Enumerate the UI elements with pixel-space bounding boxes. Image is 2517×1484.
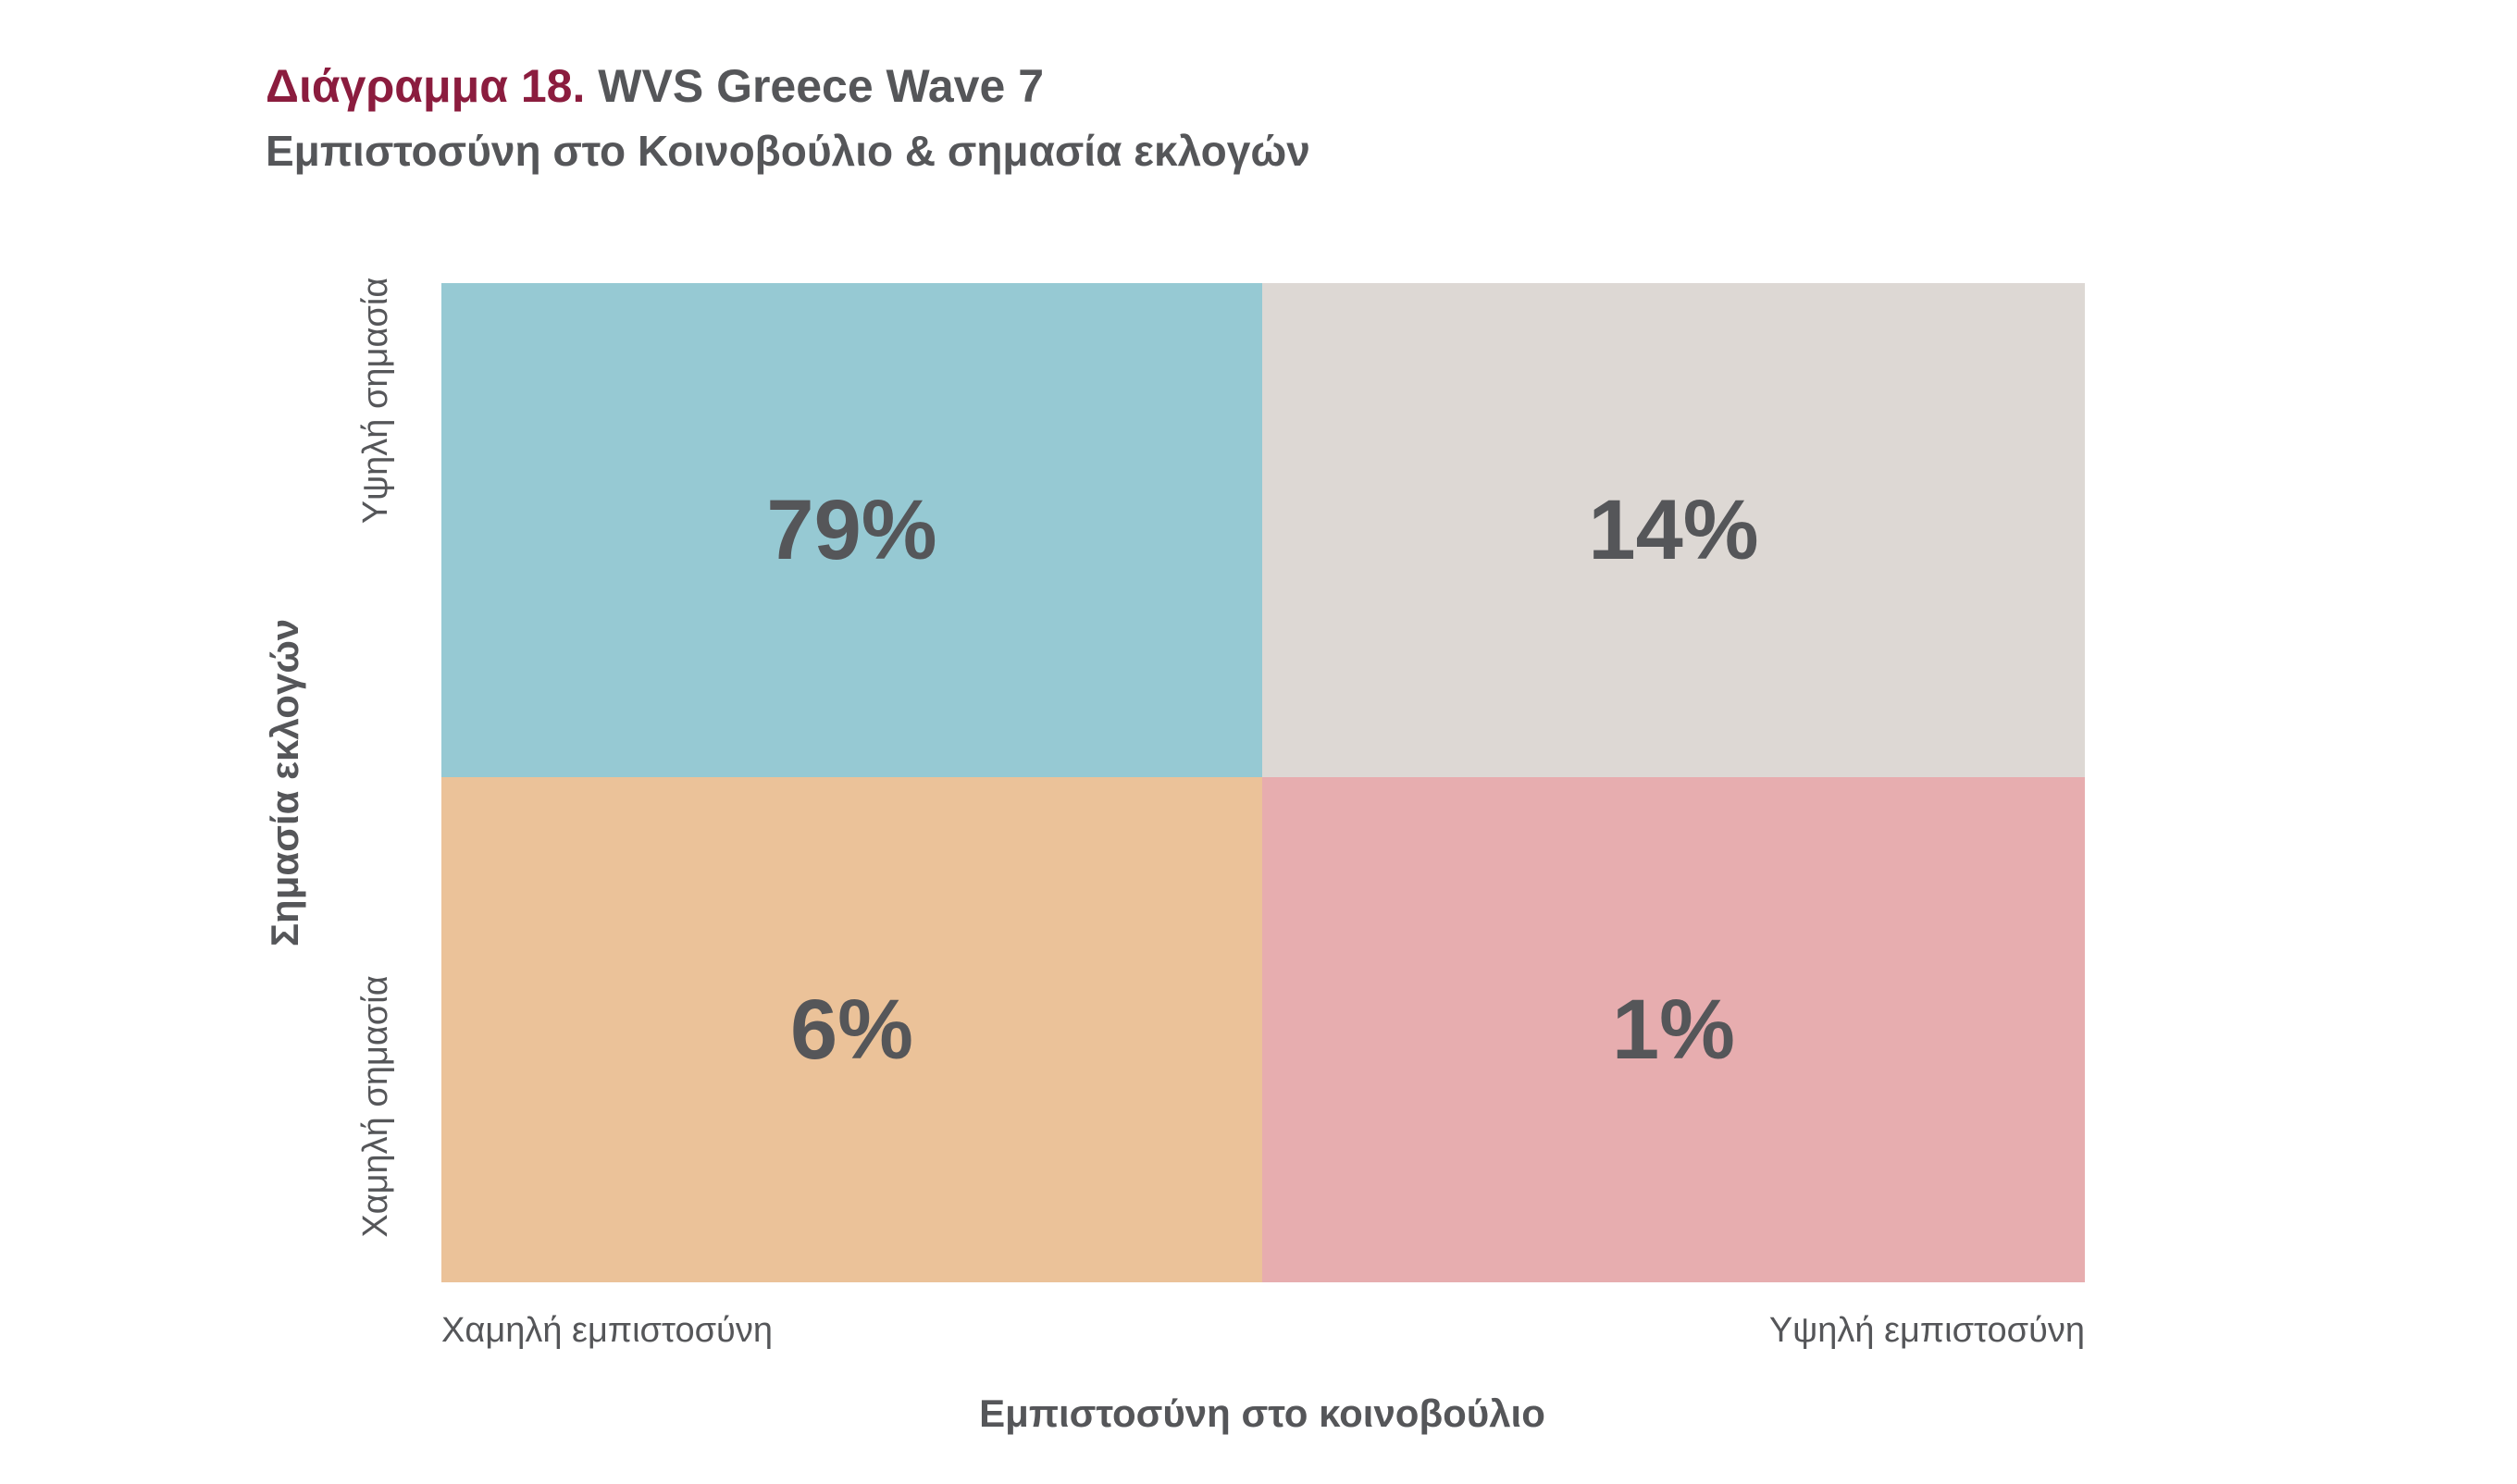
chart-subtitle: Εμπιστοσύνη στο Κοινοβούλιο & σημασία εκ… — [266, 127, 1310, 175]
heatmap-value-label-low-importance-high-trust: 1% — [1612, 983, 1735, 1077]
heatmap-cell-low-importance-low-trust — [441, 777, 1262, 1282]
y-tick-label-high-importance: Υψηλή σημασία — [356, 278, 395, 525]
y-tick-label-low-importance: Χαμηλή σημασία — [356, 975, 395, 1237]
chart-title-main: WVS Greece Wave 7 — [598, 60, 1044, 112]
heatmap-value-label-high-importance-high-trust: 14% — [1588, 483, 1758, 577]
chart-title-block: Διάγραμμα 18. WVS Greece Wave 7 Εμπιστοσ… — [266, 63, 1310, 172]
x-tick-label-low-trust: Χαμηλή εμπιστοσύνη — [441, 1311, 773, 1350]
heatmap-cells — [441, 283, 2085, 1282]
heatmap-cell-high-importance-low-trust — [441, 283, 1262, 777]
heatmap-cell-low-importance-high-trust — [1262, 777, 2085, 1282]
chart-title-prefix: Διάγραμμα 18. — [266, 60, 586, 112]
chart-title: Διάγραμμα 18. WVS Greece Wave 7 — [266, 63, 1310, 120]
x-axis-title: Εμπιστοσύνη στο κοινοβούλιο — [979, 1391, 1545, 1435]
heatmap-value-label-high-importance-low-trust: 79% — [766, 483, 936, 577]
heatmap-value-labels: 79% 14% 6% 1% — [766, 483, 1758, 1077]
heatmap-value-label-low-importance-low-trust: 6% — [790, 983, 913, 1077]
x-tick-label-high-trust: Υψηλή εμπιστοσύνη — [1769, 1311, 2085, 1350]
heatmap-cell-high-importance-high-trust — [1262, 283, 2085, 777]
y-axis-title: Σημασία εκλογών — [263, 619, 306, 946]
